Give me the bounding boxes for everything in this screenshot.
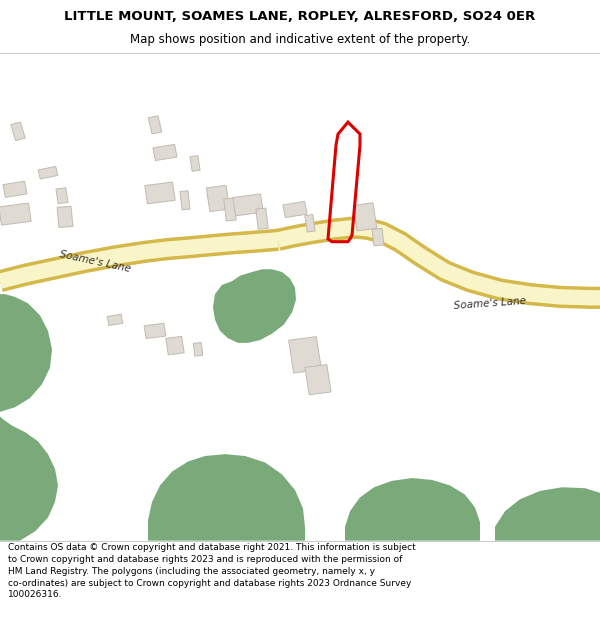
Bar [283,201,307,217]
Bar [107,314,123,326]
Bar [305,364,331,395]
Bar [372,228,384,246]
Bar [193,342,203,356]
Bar [11,122,25,141]
Bar [144,323,166,339]
Bar [233,194,263,216]
Text: Map shows position and indicative extent of the property.: Map shows position and indicative extent… [130,33,470,46]
Bar [57,206,73,228]
Text: Soame's Lane: Soame's Lane [454,296,527,311]
Bar [224,198,236,221]
Text: Contains OS data © Crown copyright and database right 2021. This information is : Contains OS data © Crown copyright and d… [8,543,416,599]
Polygon shape [148,454,305,541]
Text: Soame's Lane: Soame's Lane [59,249,131,274]
Polygon shape [495,488,600,541]
Bar [3,181,27,198]
Bar [256,208,268,229]
Bar [353,203,377,231]
Polygon shape [0,141,52,412]
Polygon shape [213,269,296,343]
Bar [145,182,175,204]
Bar [305,214,315,232]
Text: LITTLE MOUNT, SOAMES LANE, ROPLEY, ALRESFORD, SO24 0ER: LITTLE MOUNT, SOAMES LANE, ROPLEY, ALRES… [64,9,536,22]
Bar [166,336,184,355]
Polygon shape [0,416,58,541]
Bar [180,191,190,210]
Bar [190,156,200,171]
Bar [56,188,68,204]
Polygon shape [345,478,480,541]
Bar [206,186,230,212]
Bar [289,337,322,373]
Bar [0,203,31,225]
Bar [153,144,177,161]
Bar [38,166,58,179]
Bar [148,116,162,134]
